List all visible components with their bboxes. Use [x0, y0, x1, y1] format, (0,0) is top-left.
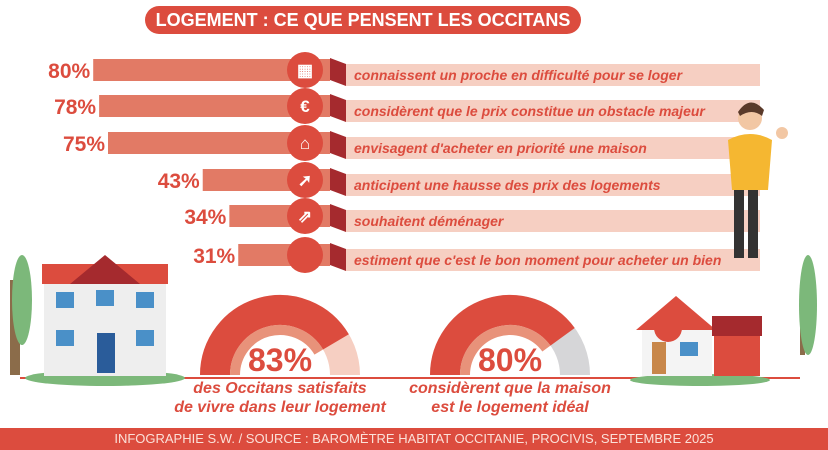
- person-illustration: [728, 102, 788, 258]
- house-icon-glyph: ⌂: [300, 134, 310, 153]
- building-icon-glyph: ▦: [297, 61, 313, 80]
- value-label: 75%: [63, 133, 105, 156]
- label-band: [346, 100, 760, 122]
- category-label: envisagent d'acheter en priorité une mai…: [354, 140, 647, 156]
- value-label: 43%: [158, 170, 200, 193]
- house-icon: [287, 125, 323, 161]
- bar: [108, 132, 330, 154]
- category-label: considèrent que le prix constitue un obs…: [354, 103, 706, 119]
- bar-fold: [330, 168, 346, 196]
- gauge-fill: [200, 295, 349, 376]
- bar-fold: [330, 243, 346, 271]
- bar-fold: [330, 131, 346, 159]
- gauge-1-caption-line2: de vivre dans leur logement: [174, 399, 386, 416]
- building-icon: [287, 52, 323, 88]
- category-label: estiment que c'est le bon moment pour ac…: [354, 252, 721, 268]
- gauge-1-caption-line1: des Occitans satisfaits: [193, 380, 367, 397]
- gauge-value: 80%: [478, 342, 542, 378]
- bar: [93, 59, 330, 81]
- gauge-inner-fill: [230, 325, 324, 376]
- value-label: 31%: [193, 245, 235, 268]
- label-band: [346, 137, 760, 159]
- gauge-2-caption: considèrent que la maison est le logemen…: [400, 379, 620, 417]
- bar-fold: [330, 94, 346, 122]
- category-label: souhaitent déménager: [354, 213, 505, 229]
- category-label: connaissent un proche en difficulté pour…: [354, 67, 684, 83]
- left-house-illustration: [10, 255, 185, 386]
- label-band: [346, 210, 760, 232]
- gauge-2-caption-line2: est le logement idéal: [431, 399, 589, 416]
- category-label: anticipent une hausse des prix des logem…: [354, 177, 661, 193]
- move-out-icon: [287, 198, 323, 234]
- euro-icon-glyph: €: [300, 97, 310, 116]
- source-footer: INFOGRAPHIE S.W. / SOURCE : BAROMÈTRE HA…: [0, 428, 828, 450]
- page-title: LOGEMENT : CE QUE PENSENT LES OCCITANS: [145, 6, 581, 34]
- right-house-illustration: [630, 255, 817, 386]
- gauge-value: 83%: [248, 342, 312, 378]
- label-band: [346, 249, 760, 271]
- bar-fold: [330, 204, 346, 232]
- arrow-up-right-icon: [287, 162, 323, 198]
- value-label: 34%: [184, 206, 226, 229]
- bar-fold: [330, 58, 346, 86]
- label-band: [346, 64, 760, 86]
- arrow-up-right-icon-glyph: ➚: [298, 171, 312, 190]
- bar: [99, 95, 331, 117]
- circle-icon: [287, 237, 323, 273]
- label-band: [346, 174, 760, 196]
- value-label: 78%: [54, 96, 96, 119]
- move-out-icon-glyph: ⇗: [298, 207, 312, 226]
- gauge-2-caption-line1: considèrent que la maison: [409, 380, 611, 397]
- value-label: 80%: [48, 60, 90, 83]
- gauge-fill: [430, 295, 575, 376]
- euro-icon: [287, 88, 323, 124]
- gauge-inner-fill: [460, 325, 551, 376]
- gauge-1-caption: des Occitans satisfaits de vivre dans le…: [170, 379, 390, 417]
